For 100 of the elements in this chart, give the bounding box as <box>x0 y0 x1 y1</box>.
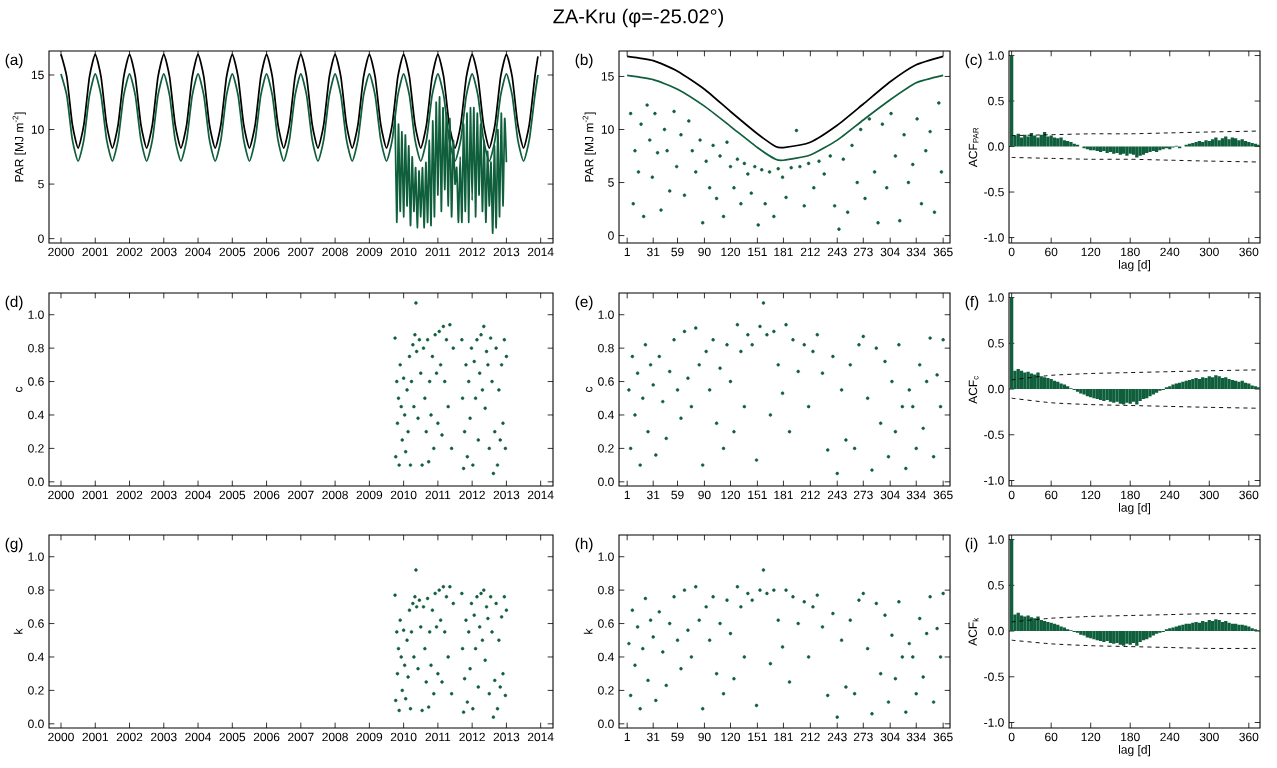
y-tick-label: 0.0 <box>988 384 1004 394</box>
y-axis-title: PAR [MJ m$^{-2}$] <box>12 112 26 182</box>
chart-title: ZA-Kru (φ=-25.02°) <box>553 8 724 28</box>
y-tick-label: -1.0 <box>984 718 1004 727</box>
y-tick-label: 0.4 <box>28 410 44 420</box>
x-tick-label: 2002 <box>116 732 143 742</box>
text: (b) <box>575 53 593 69</box>
x-tick-label: 212 <box>800 490 820 500</box>
y-tick-label: 0.5 <box>988 339 1004 348</box>
y-axis-title: ACF$_{PAR}$ <box>968 127 979 168</box>
x-tick-label: 2013 <box>493 247 520 257</box>
x-tick-label: 2013 <box>493 490 520 500</box>
x-tick-label: 334 <box>906 490 926 500</box>
y-tick-label: 0.6 <box>598 619 614 628</box>
x-tick-label: 31 <box>647 490 660 500</box>
x-tick-label: 60 <box>1045 247 1058 257</box>
y-tick-label: 0.8 <box>598 343 614 353</box>
x-tick-label: 2014 <box>527 247 554 257</box>
y-tick-label: 0.2 <box>598 444 614 453</box>
y-axis-title: c <box>15 386 23 392</box>
x-tick-label: 59 <box>671 732 684 742</box>
x-tick-label: 180 <box>1121 732 1140 742</box>
y-tick-label: 0.0 <box>988 142 1004 151</box>
x-tick-label: 300 <box>1199 247 1219 257</box>
x-tick-label: 2000 <box>48 490 74 500</box>
y-tick-label: 0.5 <box>988 96 1004 106</box>
x-tick-label: 273 <box>853 732 873 742</box>
x-tick-label: 2001 <box>82 732 109 742</box>
y-tick-label: 0.6 <box>28 377 44 386</box>
x-tick-label: 2009 <box>356 247 383 257</box>
x-tick-label: 2007 <box>288 247 314 257</box>
text: (d) <box>5 295 23 311</box>
x-tick-label: 60 <box>1045 732 1058 742</box>
y-tick-label: 5 <box>38 179 44 189</box>
x-tick-label: 0 <box>1008 247 1015 257</box>
text: (c) <box>965 53 982 69</box>
x-tick-label: 304 <box>880 490 900 500</box>
y-tick-label: 0.8 <box>28 585 44 595</box>
x-tick-label: 120 <box>1081 247 1101 257</box>
x-tick-label: 60 <box>1045 490 1058 500</box>
x-tick-label: 151 <box>748 732 767 742</box>
x-tick-label: 2006 <box>253 490 280 500</box>
text: (e) <box>575 295 593 311</box>
y-tick-label: 0.8 <box>28 343 44 353</box>
x-tick-label: 90 <box>698 247 711 257</box>
x-tick-label: 180 <box>1121 490 1140 500</box>
x-tick-label: 2014 <box>527 732 554 742</box>
x-tick-label: 2009 <box>356 490 383 500</box>
x-tick-label: 120 <box>1081 732 1101 742</box>
x-tick-label: 2012 <box>459 732 485 742</box>
x-tick-label: 2009 <box>356 732 383 742</box>
y-tick-label: 0.4 <box>28 652 44 662</box>
text: (i) <box>965 537 978 553</box>
x-tick-label: 2004 <box>185 247 212 257</box>
x-tick-label: 300 <box>1199 732 1219 742</box>
x-tick-label: 2007 <box>288 732 314 742</box>
y-tick-label: 0.0 <box>28 477 44 487</box>
y-tick-label: 0 <box>38 234 44 243</box>
y-tick-label: 0.2 <box>28 686 44 695</box>
text: (a) <box>5 53 23 69</box>
y-axis-title: k <box>583 628 593 634</box>
x-tick-label: 1 <box>624 247 630 256</box>
x-tick-label: 334 <box>906 732 926 742</box>
y-tick-label: 1.0 <box>988 51 1004 60</box>
x-tick-label: 0 <box>1008 732 1015 742</box>
x-tick-label: 90 <box>698 732 711 742</box>
y-axis-title: ACF$_{c}$ <box>968 376 979 404</box>
x-tick-label: 2012 <box>459 247 485 257</box>
x-tick-label: 360 <box>1239 732 1259 742</box>
x-tick-label: 273 <box>853 490 873 500</box>
y-tick-label: 0.0 <box>598 477 614 487</box>
x-tick-label: 2007 <box>288 490 314 500</box>
x-tick-label: 334 <box>906 247 926 257</box>
y-tick-label: 0.2 <box>598 686 614 695</box>
x-tick-label: 0 <box>1008 490 1015 500</box>
x-tick-label: 2008 <box>322 490 348 500</box>
x-tick-label: 243 <box>827 247 847 257</box>
x-tick-label: 2005 <box>219 732 246 742</box>
x-tick-label: 2000 <box>48 732 74 742</box>
x-tick-label: 2002 <box>116 490 143 500</box>
x-tick-label: 181 <box>774 732 793 742</box>
y-axis-title: c <box>585 386 593 392</box>
x-tick-label: 2005 <box>219 490 246 500</box>
x-tick-label: 240 <box>1160 490 1180 500</box>
x-tick-label: 181 <box>774 247 793 257</box>
x-tick-label: 300 <box>1199 490 1219 500</box>
text: (g) <box>5 537 23 553</box>
y-tick-label: 1.0 <box>28 310 44 319</box>
x-tick-label: 240 <box>1160 732 1180 742</box>
y-tick-label: -1.0 <box>984 476 1004 485</box>
x-tick-label: 2004 <box>185 490 212 500</box>
y-tick-label: 15 <box>601 72 614 81</box>
x-tick-label: 2005 <box>219 247 246 257</box>
x-tick-label: 2000 <box>48 247 74 257</box>
x-tick-label: 31 <box>647 732 660 742</box>
y-tick-label: -1.0 <box>984 233 1004 242</box>
x-tick-label: 243 <box>827 490 847 500</box>
y-tick-label: 0.0 <box>598 719 614 729</box>
y-tick-label: 0 <box>608 231 614 240</box>
x-tick-label: 2008 <box>322 247 348 257</box>
